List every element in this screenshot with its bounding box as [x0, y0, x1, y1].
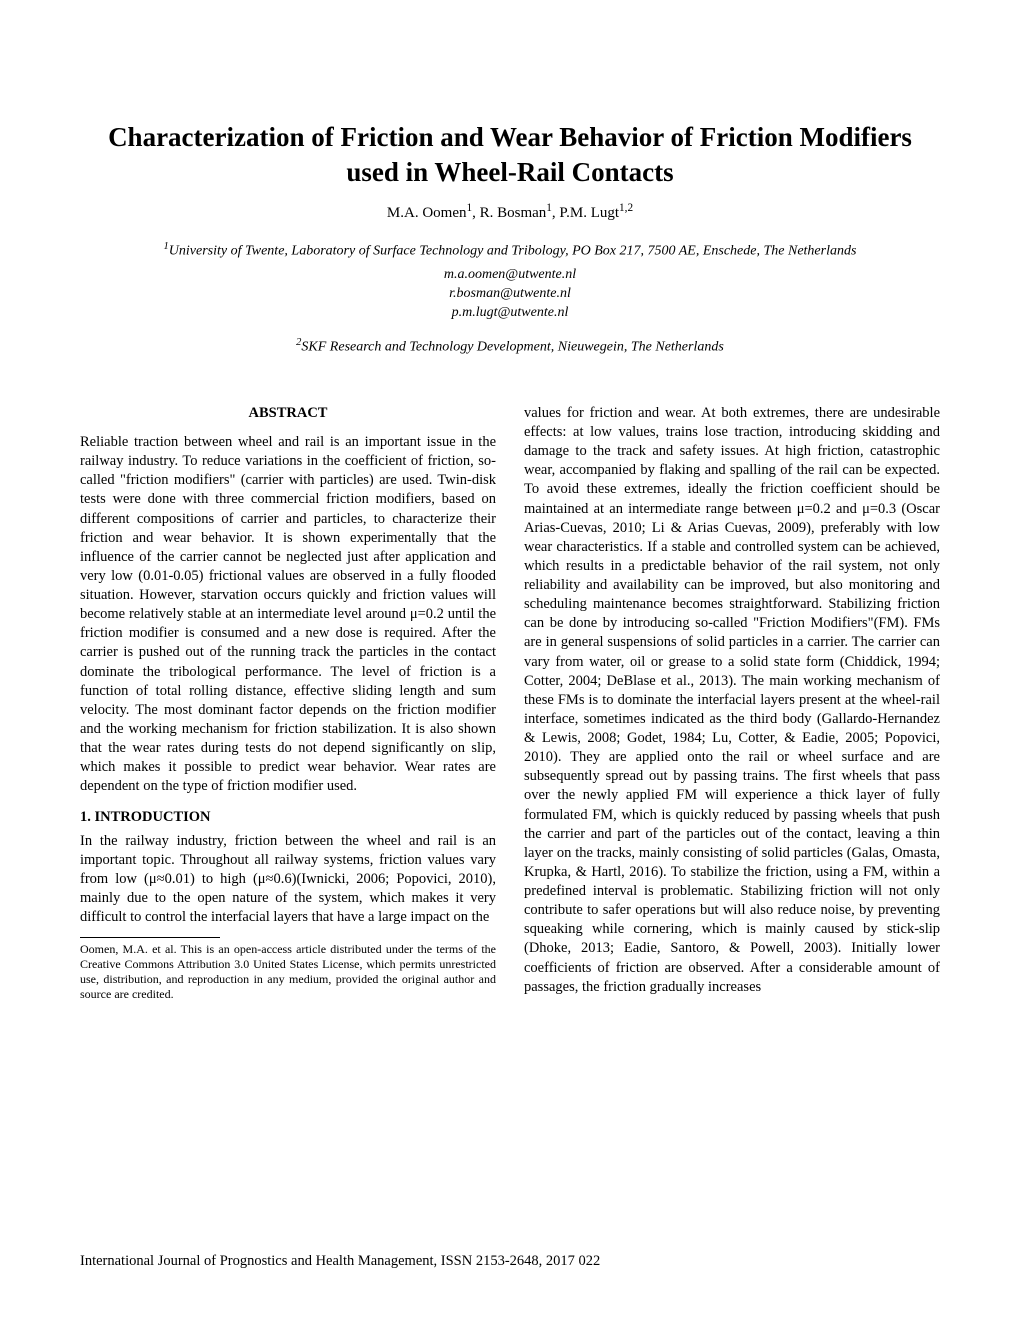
affiliation-1: 1University of Twente, Laboratory of Sur…	[80, 240, 940, 322]
footnote-text: Oomen, M.A. et al. This is an open-acces…	[80, 942, 496, 1002]
paper-title: Characterization of Friction and Wear Be…	[80, 120, 940, 190]
section-1-text: In the railway industry, friction betwee…	[80, 832, 496, 928]
affiliation-2-text: 2SKF Research and Technology Development…	[80, 336, 940, 358]
abstract-text: Reliable traction between wheel and rail…	[80, 433, 496, 796]
affiliation-2: 2SKF Research and Technology Development…	[80, 336, 940, 358]
affiliation-1-email-1: r.bosman@utwente.nl	[80, 285, 940, 304]
two-column-body: ABSTRACT Reliable traction between wheel…	[80, 404, 940, 1002]
author-list: M.A. Oomen1, R. Bosman1, P.M. Lugt1,2	[80, 202, 940, 222]
affiliation-1-text: 1University of Twente, Laboratory of Sur…	[80, 240, 940, 262]
affiliation-1-email-0: m.a.oomen@utwente.nl	[80, 266, 940, 285]
footnote-separator	[80, 937, 220, 938]
section-1-heading: 1. INTRODUCTION	[80, 808, 496, 827]
abstract-heading: ABSTRACT	[80, 404, 496, 423]
right-column-text: values for friction and wear. At both ex…	[524, 404, 940, 997]
affiliation-1-email-2: p.m.lugt@utwente.nl	[80, 304, 940, 323]
right-column: values for friction and wear. At both ex…	[524, 404, 940, 1002]
page-footer: International Journal of Prognostics and…	[80, 1253, 600, 1270]
left-column: ABSTRACT Reliable traction between wheel…	[80, 404, 496, 1002]
